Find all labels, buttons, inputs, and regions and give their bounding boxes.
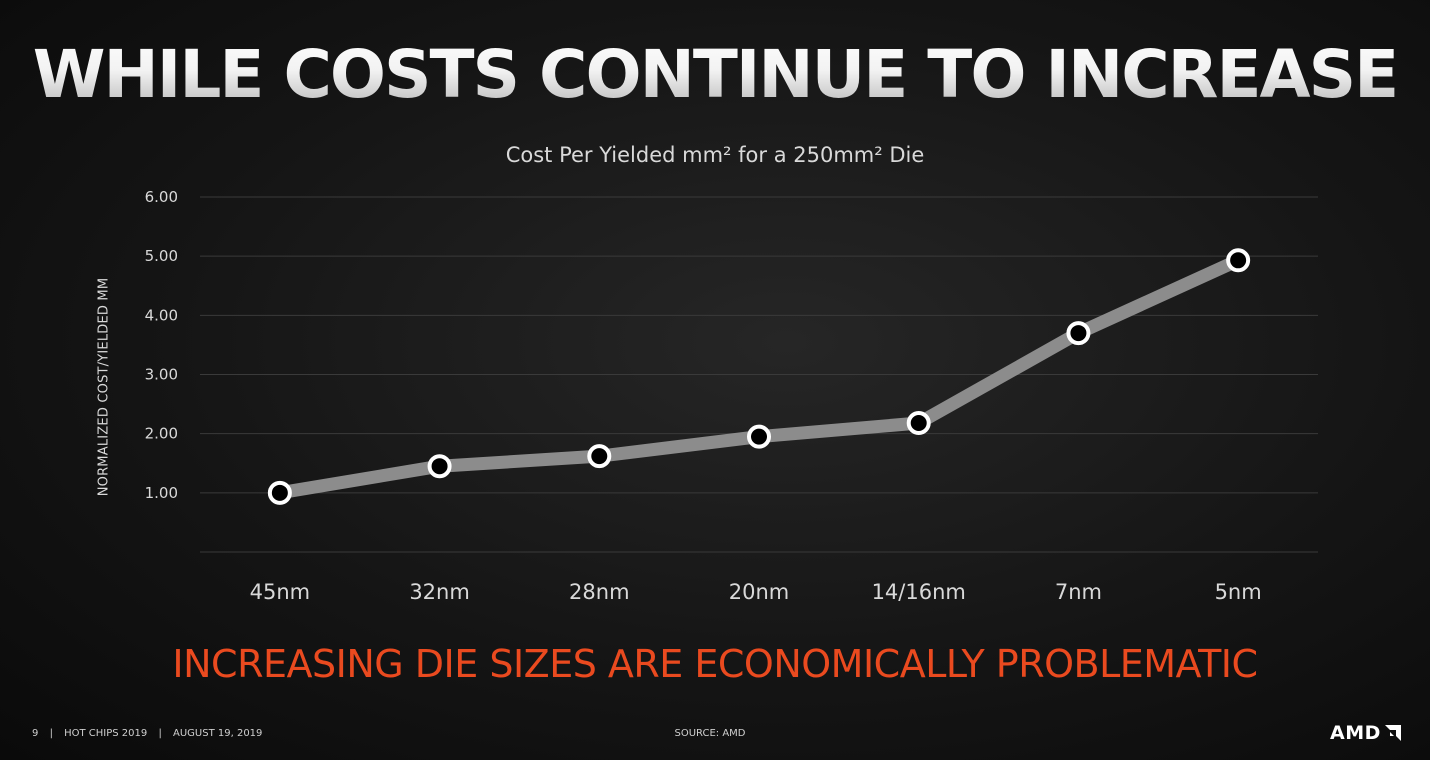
data-point [1066,321,1091,346]
x-tick-label: 5nm [1215,580,1262,604]
page-number: 9 [32,728,39,739]
event-name: HOT CHIPS 2019 [64,728,148,739]
x-tick-labels: 45nm 32nm 28nm 20nm 14/16nm 7nm 5nm [250,580,1262,604]
logo-text: AMD [1330,722,1381,744]
data-point [427,454,452,479]
data-point [267,480,292,505]
footer: 9 | HOT CHIPS 2019 | AUGUST 19, 2019 [32,728,262,739]
amd-arrow-icon [1384,725,1401,741]
x-tick-label: 14/16nm [872,580,966,604]
event-date: AUGUST 19, 2019 [173,728,263,739]
footer-separator: | [49,728,53,739]
series-line-path [273,253,1245,500]
line-chart: 1.00 2.00 3.00 4.00 5.00 6.00 45nm 32nm 28nm 20n… [145,188,1318,604]
y-tick-label: 3.00 [145,366,178,384]
data-points [267,248,1251,505]
y-tick-labels: 1.00 2.00 3.00 4.00 5.00 6.00 [145,188,178,502]
slide-title: WHILE COSTS CONTINUE TO INCREASE [0,30,1430,120]
data-point [747,424,771,449]
y-tick-label: 4.00 [145,306,178,324]
x-tick-label: 20nm [729,580,790,604]
footer-separator: | [158,728,162,739]
source-note: SOURCE: AMD [674,728,746,739]
y-tick-label: 5.00 [145,247,178,265]
data-point [1226,248,1251,273]
x-tick-label: 32nm [409,580,470,604]
x-tick-label: 7nm [1055,580,1102,604]
chart-title: Cost Per Yielded mm² for a 250mm² Die [505,143,925,167]
y-tick-label: 1.00 [145,484,178,502]
tagline: INCREASING DIE SIZES ARE ECONOMICALLY PR… [172,642,1258,686]
data-point [587,444,612,469]
x-tick-label: 45nm [250,580,311,604]
x-tick-label: 28nm [569,580,630,604]
amd-logo: AMD [1330,722,1403,744]
y-tick-label: 2.00 [145,425,178,443]
y-tick-label: 6.00 [145,188,178,206]
grid-lines [200,196,1318,553]
data-point [906,411,931,436]
series-line [273,253,1245,500]
